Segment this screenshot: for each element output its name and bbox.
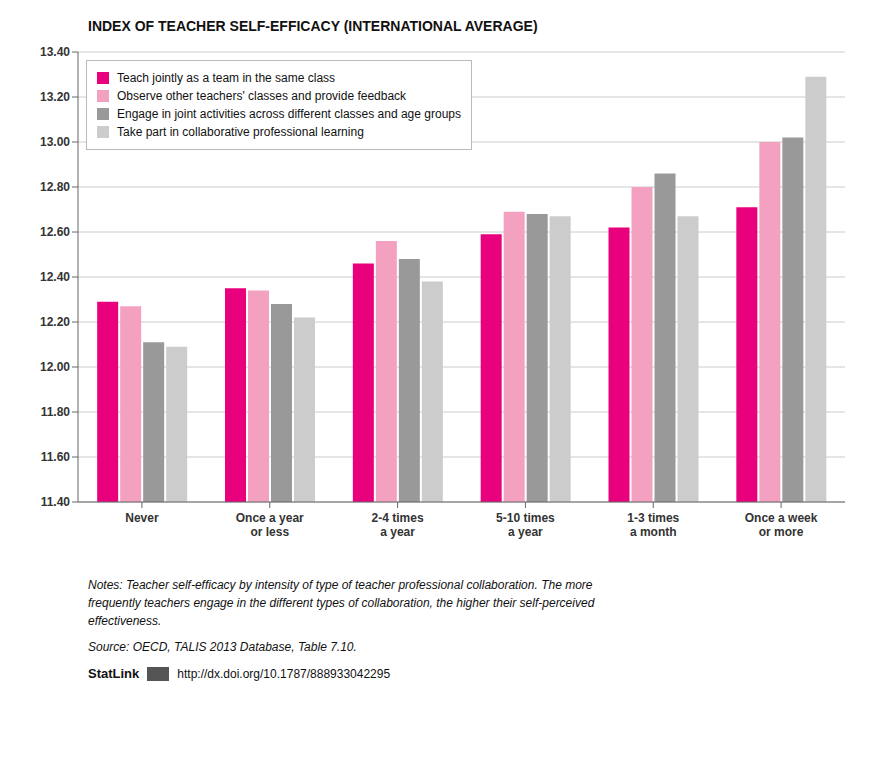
svg-text:12.40: 12.40 [40,270,70,284]
html-text:frequently teachers engage in: frequently teachers engage in the differ… [88,596,595,610]
html-text:Take part in collaborative pro: Take part in collaborative professional … [117,125,364,139]
svg-text:12.60: 12.60 [40,225,70,239]
svg-text:11.40: 11.40 [41,495,71,509]
svg-text:11.80: 11.80 [41,405,71,419]
svg-text:Never: Never [125,511,159,525]
svg-text:12.20: 12.20 [40,315,70,329]
svg-text:13.40: 13.40 [40,45,70,59]
svg-text:Once a yearor less: Once a yearor less [236,511,304,539]
html-text:effectiveness.: effectiveness. [88,614,162,628]
svg-text:11.60: 11.60 [41,450,71,464]
html-text:Observe other teachers' classe: Observe other teachers' classes and prov… [117,89,407,103]
html-text:StatLink: StatLink [88,666,140,681]
html-text:Teach jointly as a team in the: Teach jointly as a team in the same clas… [117,71,336,85]
svg-text:1-3 timesa month: 1-3 timesa month [627,511,679,539]
svg-text:2-4 timesa year: 2-4 timesa year [372,511,424,539]
html-text:Notes: Teacher self-efficacy b: Notes: Teacher self-efficacy by intensit… [88,578,593,592]
html-text:INDEX OF TEACHER SELF-EFFICACY: INDEX OF TEACHER SELF-EFFICACY (INTERNAT… [88,18,538,34]
svg-text:13.00: 13.00 [40,135,70,149]
html-text:http://dx.doi.org/10.1787/8889: http://dx.doi.org/10.1787/888933042295 [177,666,391,681]
html-text:Source: OECD, TALIS 2013 Datab: Source: OECD, TALIS 2013 Database, Table… [88,640,357,654]
html-text:Engage in joint activities acr: Engage in joint activities across differ… [117,107,461,121]
svg-text:13.20: 13.20 [40,90,70,104]
svg-text:12.00: 12.00 [40,360,70,374]
svg-text:12.80: 12.80 [40,180,70,194]
svg-text:Once a weekor more: Once a weekor more [745,511,818,539]
svg-text:5-10 timesa year: 5-10 timesa year [496,511,555,539]
